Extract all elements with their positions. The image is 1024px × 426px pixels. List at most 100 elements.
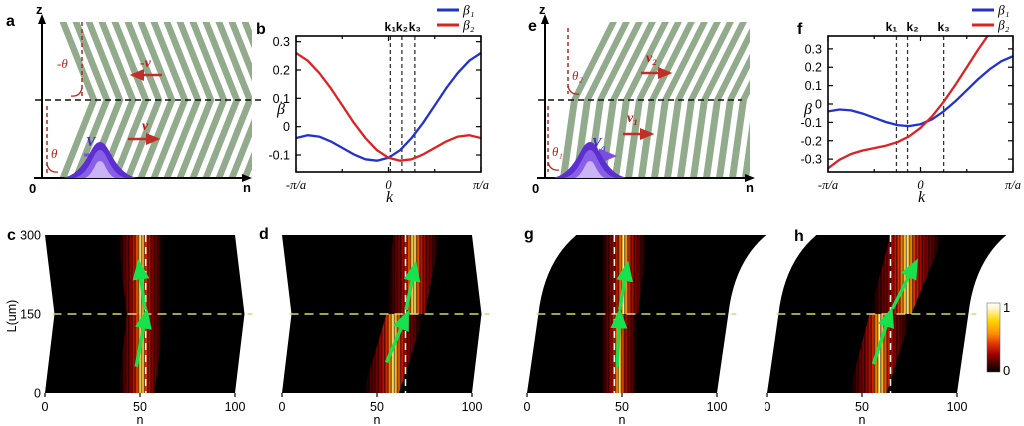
origin-label: 0 [29,181,36,196]
origin-label: 0 [532,181,539,196]
beam-direction-arrow [610,308,628,367]
velocity-upper-label: -v [140,56,152,71]
heatmap-canvas-g: 0 50 100 [524,235,767,414]
theta1-label: θ₁ [552,144,563,159]
heatmap-canvas-d: 0 50 100 [279,235,490,414]
h-xlabel: n [859,413,866,426]
y-tick-label: -0.2 [800,134,822,148]
beam-direction-arrow [132,259,150,311]
dispersion-curve [296,52,481,162]
heatmap-canvas-c: 0 50 100 300 150 0 [20,229,253,414]
theta-lower-label: θ [51,146,58,161]
panel-a-schematic: z n 0 θ -θ -v v V g a [6,2,262,196]
beam-direction-arrow [403,260,421,311]
x-tick-label: 50 [133,400,147,414]
minus-theta-angle-arc [70,87,83,97]
beam-direction-arrow [134,308,152,367]
k-marker-label: k₃ [409,20,421,34]
k-marker-label: k₁ [385,20,397,34]
z-axis-label: z [539,2,546,17]
panel-label-g: g [524,226,534,243]
beam-direction-arrow [890,258,918,310]
panel-h-heatmap: 0 50 100 h n 1 0 [765,228,1010,426]
waveguide-fringes [118,314,165,393]
y-tick-label: 0 [34,387,41,401]
theta-upper-label: -θ [57,56,68,71]
legend-label: β₁ [462,3,474,18]
x-tick-label: 0 [279,400,286,414]
d-xlabel: n [374,413,381,426]
dispersion-curve [296,52,481,162]
b-ylabel: β [276,101,285,118]
g-xlabel: n [619,413,626,426]
f-ylabel: β [803,101,812,118]
theta2-angle-arc [567,85,580,95]
beam-direction-arrow [616,260,634,311]
wave-packet-core [85,161,115,178]
panel-label-h: h [794,228,804,245]
y-tick-label: 150 [20,308,41,322]
x-tick-label: 50 [615,400,629,414]
axes-frame [295,35,482,173]
y-tick-label: 0.2 [805,61,822,75]
legend-label: β₂ [462,18,475,33]
z-axis-label: z [36,2,43,17]
dispersion-curve [828,36,990,170]
panel-g-heatmap: 0 50 100 g n [524,226,767,426]
x-tick-label: 0 [765,400,771,414]
group-velocity-subscript: g [601,143,606,153]
c-ylabel: L(um) [5,300,19,333]
x-tick-label: 50 [370,400,384,414]
panel-label-b: b [256,21,266,38]
n-axis-arrowhead [242,174,252,182]
panel-label-c: c [7,227,16,244]
x-tick-label: π/a [1005,178,1021,192]
panel-e-schematic: z n 0 θ₁ θ₂ v₂ v₁ V g e [528,2,755,196]
velocity-lower-label: v₁ [627,111,638,126]
beam-direction-arrow [871,306,895,365]
k-marker-label: k₂ [907,20,919,34]
y-tick-label: -0.1 [800,116,822,130]
k-marker-label: k₃ [938,20,950,34]
waveguide-fringes [848,314,912,393]
dispersion-curve [828,55,1013,128]
heatmap-canvas-h: 0 50 100 [765,235,1007,414]
colorbar [986,302,1001,373]
waveguide-fringes [362,314,425,393]
y-tick-label: 0.3 [805,42,822,56]
waveguide-stripes-upper [567,22,750,100]
colorbar-min-label: 0 [1003,363,1010,378]
x-tick-label: π/a [473,178,489,192]
x-tick-label: -π/a [818,178,838,192]
x-tick-label: 0 [524,400,531,414]
y-tick-label: 0.1 [273,92,290,106]
y-tick-label: -0.3 [800,153,822,167]
waveguide-stripes-upper [56,22,252,100]
group-velocity-label: V [86,135,97,150]
k-marker-label: k₂ [396,20,408,34]
panel-d-heatmap: 0 50 100 d n [259,226,490,426]
x-tick-label: 100 [947,400,968,414]
n-axis-arrowhead [745,174,755,182]
panel-label-d: d [259,226,269,243]
f-xlabel: k [918,189,926,205]
x-tick-label: 100 [225,400,246,414]
x-tick-label: 0 [917,178,924,192]
b-xlabel: k [386,189,394,205]
panel-c-heatmap: 0 50 100 300 150 0 c L(um) n [5,227,253,426]
panel-label-e: e [528,18,537,35]
x-tick-label: 100 [707,400,728,414]
wave-packet-core [575,161,605,178]
colorbar-max-label: 1 [1003,300,1010,315]
velocity-upper-label: v₂ [646,51,657,66]
y-tick-label: 0.3 [273,35,290,49]
beam-direction-arrow [384,309,409,364]
y-tick-label: 0.1 [805,79,822,93]
x-tick-label: 0 [42,400,49,414]
group-velocity-label: V [592,136,603,151]
theta2-label: θ₂ [572,68,583,83]
y-tick-label: -0.1 [268,149,290,163]
